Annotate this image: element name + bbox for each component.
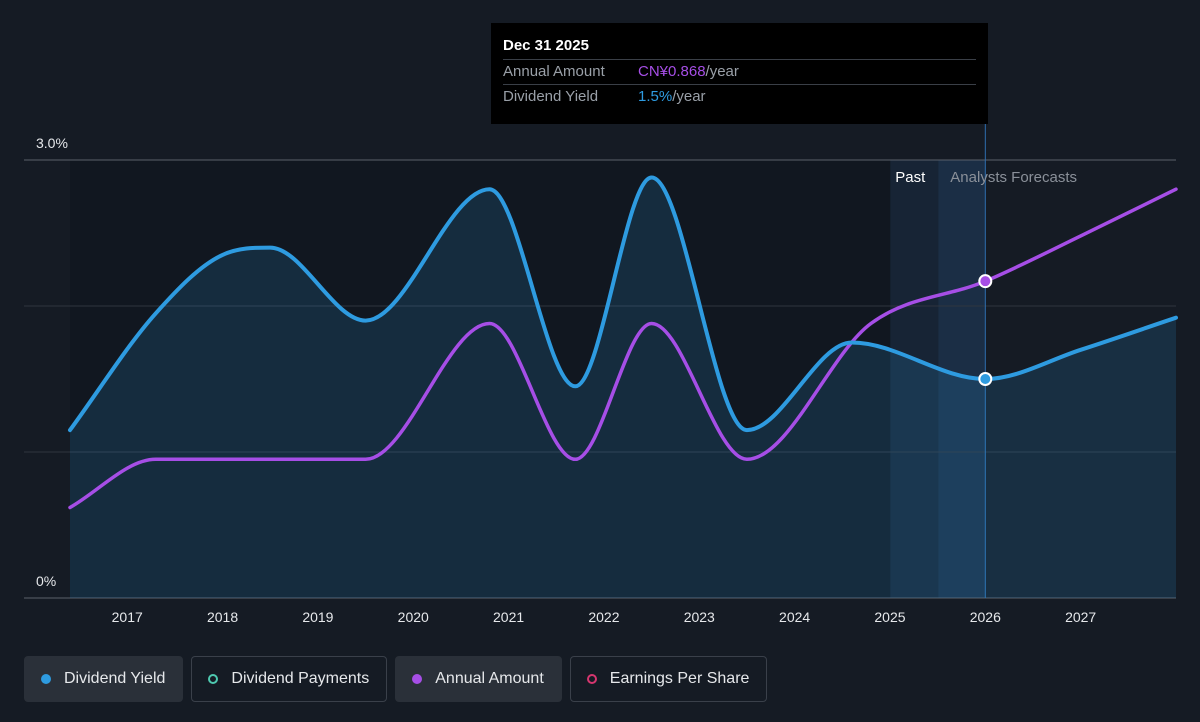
x-tick-label: 2019: [302, 609, 333, 625]
tooltip-unit: /year: [705, 63, 739, 80]
series-layer: [68, 175, 1178, 598]
dividend-yield-line: [68, 175, 1178, 433]
legend-label: Dividend Yield: [64, 670, 166, 687]
tooltip-unit: /year: [672, 88, 706, 105]
legend-label: Dividend Payments: [231, 670, 370, 687]
grid-lines: [24, 124, 1176, 599]
legend-label: Earnings Per Share: [609, 670, 750, 687]
x-tick-label: 2026: [970, 609, 1001, 625]
chart-background-bands: [70, 160, 986, 598]
tooltip-value: CN¥0.868: [638, 63, 706, 80]
x-tick-label: 2020: [398, 609, 429, 625]
legend-dot-icon: [41, 674, 51, 684]
x-tick-label: 2023: [684, 609, 715, 625]
chart-tooltip: Dec 31 2025 Annual Amount CN¥0.868 /year…: [491, 23, 988, 124]
dividend-chart: 2017 2018 2019 2020 2021 2022 2023 2024 2025 2026…: [24, 124, 1178, 625]
y-tick-label: 0%: [36, 573, 56, 589]
x-tick-label: 2021: [493, 609, 524, 625]
legend-circle-icon: [208, 674, 219, 684]
dividend-yield-marker: [978, 372, 993, 386]
legend-item-annual-amount[interactable]: Annual Amount: [395, 656, 562, 702]
legend-item-dividend-payments[interactable]: Dividend Payments: [191, 656, 388, 702]
tooltip-row-annual-amount: Annual Amount CN¥0.868 /year: [503, 59, 976, 84]
tooltip-value: 1.5%: [638, 88, 673, 105]
tooltip-row-dividend-yield: Dividend Yield 1.5% /year: [503, 84, 976, 109]
x-tick-label: 2024: [779, 609, 810, 625]
past-highlight-band: [890, 160, 939, 598]
x-tick-label: 2027: [1065, 609, 1096, 625]
legend-label: Annual Amount: [435, 670, 544, 687]
analysts-forecasts-label: Analysts Forecasts: [950, 169, 1077, 186]
x-tick-label: 2025: [874, 609, 905, 625]
legend-dot-icon: [412, 674, 423, 684]
tooltip-label: Dividend Yield: [503, 88, 599, 105]
y-tick-label: 3.0%: [36, 135, 68, 151]
past-label: Past: [895, 169, 926, 186]
past-area-background: [70, 160, 891, 598]
chart-legend: Dividend Yield Dividend Payments Annual …: [24, 656, 768, 702]
y-axis-ticks: 3.0% 0%: [36, 135, 68, 589]
tooltip-label: Annual Amount: [503, 63, 605, 80]
x-tick-label: 2022: [588, 609, 619, 625]
dividend-yield-area: [70, 177, 1176, 598]
legend-item-dividend-yield[interactable]: Dividend Yield: [24, 656, 184, 702]
annual-amount-marker: [978, 274, 993, 289]
tooltip-date: Dec 31 2025: [503, 37, 589, 54]
x-tick-label: 2017: [112, 609, 143, 625]
legend-item-earnings-per-share[interactable]: Earnings Per Share: [569, 656, 768, 702]
x-axis-ticks: 2017 2018 2019 2020 2021 2022 2023 2024 2025 2026…: [112, 609, 1097, 625]
x-tick-label: 2018: [207, 609, 238, 625]
region-labels: Past Analysts Forecasts: [895, 169, 1077, 186]
legend-circle-icon: [586, 674, 597, 684]
